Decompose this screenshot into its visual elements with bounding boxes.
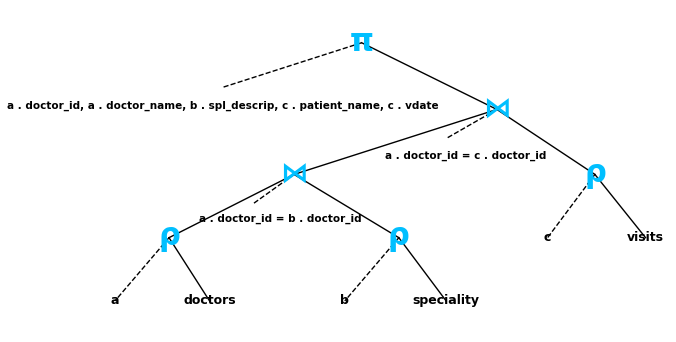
Text: a . doctor_id = b . doctor_id: a . doctor_id = b . doctor_id [199,214,362,224]
Text: visits: visits [627,231,664,244]
Text: ⋈: ⋈ [483,95,511,123]
Text: ⋈: ⋈ [280,160,308,188]
Text: ρ: ρ [584,160,606,189]
Text: ρ: ρ [158,223,180,252]
Text: a: a [111,294,119,307]
Text: a . doctor_id, a . doctor_name, b . spl_descrip, c . patient_name, c . vdate: a . doctor_id, a . doctor_name, b . spl_… [7,101,438,111]
Text: c: c [544,231,551,244]
Text: ρ: ρ [388,223,410,252]
Text: π: π [349,28,374,57]
Text: b: b [340,294,349,307]
Text: a . doctor_id = c . doctor_id: a . doctor_id = c . doctor_id [385,150,547,161]
Text: speciality: speciality [412,294,480,307]
Text: doctors: doctors [183,294,236,307]
